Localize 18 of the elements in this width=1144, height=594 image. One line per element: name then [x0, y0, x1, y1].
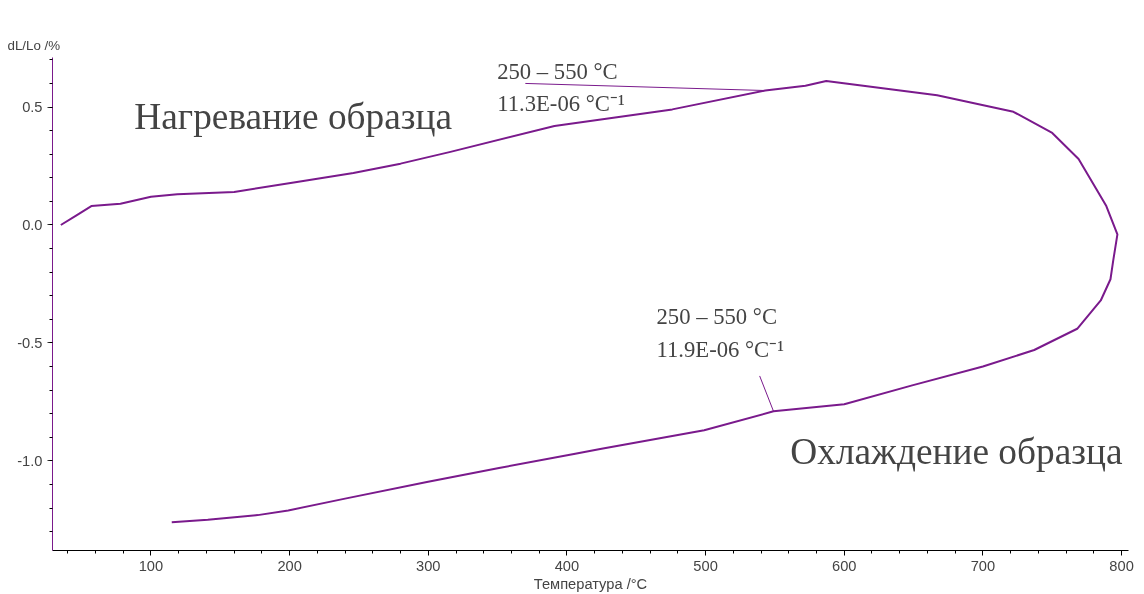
annotation: Нагревание образца	[134, 95, 453, 137]
y-tick-label: -1.0	[17, 452, 43, 469]
x-tick-label: 700	[970, 557, 996, 574]
y-axis-title: dL/Lo /%	[7, 37, 61, 53]
x-tick-label: 800	[1109, 557, 1134, 574]
x-tick-label: 300	[416, 557, 441, 574]
y-tick-label: -0.5	[17, 334, 43, 351]
x-tick-label: 600	[832, 557, 857, 574]
annotation: Охлаждение образца	[790, 430, 1123, 472]
y-tick-label: 0.5	[22, 99, 43, 116]
x-tick-label: 500	[693, 557, 718, 574]
x-tick-label: 400	[554, 557, 580, 574]
x-tick-label: 200	[277, 557, 302, 574]
x-axis-title: Температура /°C	[533, 575, 648, 592]
y-tick-label: 0.0	[22, 216, 43, 233]
annotation: 250 – 550 °C 11.3E-06 °C⁻¹	[497, 58, 625, 117]
x-tick-label: 100	[138, 557, 164, 574]
annotation: 250 – 550 °C 11.9E-06 °C⁻¹	[656, 304, 785, 362]
